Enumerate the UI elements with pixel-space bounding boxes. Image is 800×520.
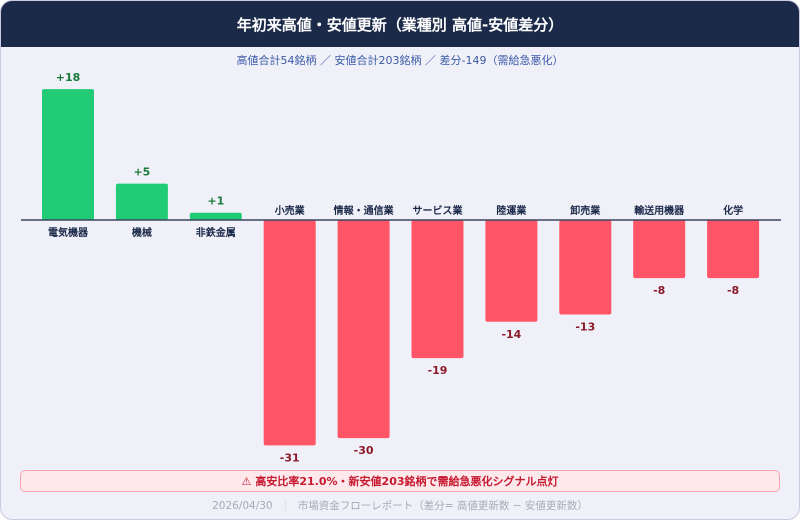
data-label: -8 (727, 284, 739, 297)
bar (633, 220, 686, 279)
bar-chart: +18 電気機器 +5 機械 +1 非鉄金属 -31 小売業 -30 情報・通信業 -19 サービス業… (21, 71, 781, 464)
data-label: -8 (653, 284, 665, 297)
bar (189, 212, 242, 220)
bar (263, 220, 316, 446)
footer-separator: ｜ (279, 500, 291, 512)
category-label: 陸運業 (496, 204, 527, 217)
bar (485, 220, 538, 322)
bar (337, 220, 390, 439)
data-label: -14 (501, 328, 521, 341)
data-label: +5 (133, 166, 150, 179)
data-label: -31 (280, 451, 300, 464)
bar (42, 89, 94, 220)
data-label: +18 (56, 71, 81, 84)
bar (559, 220, 612, 315)
warning-icon: ⚠ (241, 474, 252, 488)
category-label: 情報・通信業 (334, 204, 395, 217)
category-label: 輸送用機器 (634, 204, 685, 217)
footer: 2026/04/30 ｜ 市場資金フローレポート（差分= 高値更新数 − 安値更… (1, 498, 799, 513)
data-label: -30 (354, 444, 374, 457)
category-label: 非鉄金属 (196, 226, 236, 239)
category-label: サービス業 (413, 204, 464, 217)
bar (411, 220, 464, 359)
category-label: 小売業 (274, 204, 306, 217)
alert-banner: ⚠ 高安比率21.0%・新安値203銘柄で需給急悪化シグナル点灯 (20, 470, 780, 492)
category-label: 化学 (723, 204, 743, 217)
footer-text: 市場資金フローレポート（差分= 高値更新数 − 安値更新数） (297, 500, 588, 512)
category-label: 卸売業 (570, 204, 601, 217)
footer-date: 2026/04/30 (212, 500, 273, 512)
alert-text: 高安比率21.0%・新安値203銘柄で需給急悪化シグナル点灯 (255, 475, 559, 488)
category-label: 電気機器 (48, 226, 89, 239)
chart-title: 年初来高値・安値更新（業種別 高値-安値差分） (1, 1, 799, 47)
bar (707, 220, 760, 279)
bar (115, 183, 168, 220)
data-label: +1 (207, 195, 224, 208)
data-label: -19 (428, 364, 448, 377)
data-label: -13 (575, 321, 595, 334)
chart-subtitle: 高値合計54銘柄 ／ 安値合計203銘柄 ／ 差分-149（需給急悪化） (236, 54, 564, 67)
category-label: 機械 (132, 226, 152, 239)
